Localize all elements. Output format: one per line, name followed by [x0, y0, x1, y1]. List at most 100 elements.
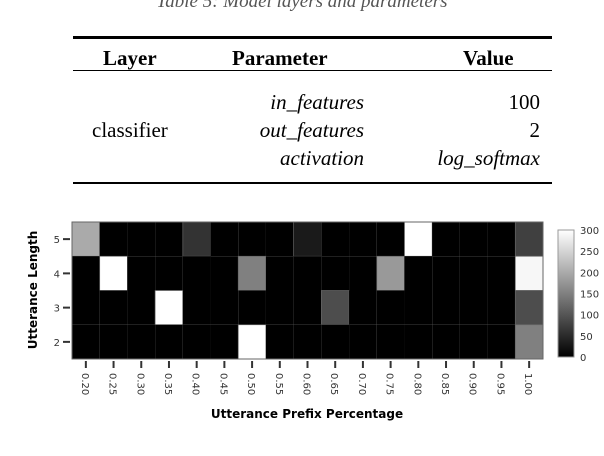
heatmap-cell — [404, 221, 433, 257]
heatmap-cell — [210, 324, 239, 359]
heatmap-cell — [293, 221, 322, 257]
cell-layer: classifier — [92, 118, 168, 142]
x-tick-label: 0.75 — [384, 373, 395, 395]
cell-value: 100 — [508, 90, 541, 114]
colorbar — [557, 229, 575, 358]
header-parameter: Parameter — [232, 46, 328, 70]
table-caption: Table 5: Model layers and parameters — [156, 0, 448, 12]
x-tick-label: 0.45 — [217, 373, 228, 395]
heatmap-cell — [182, 221, 211, 257]
heatmap-cell — [376, 222, 405, 257]
heatmap-cell — [459, 256, 488, 291]
heatmap-cell — [349, 290, 377, 325]
heatmap-cell — [71, 221, 101, 257]
colorbar-tick-label: 300 — [580, 226, 599, 237]
heatmap-cell — [265, 324, 294, 359]
y-tick-label: 4 — [54, 269, 60, 280]
heatmap-cell — [99, 255, 128, 291]
heatmap-frame — [71, 221, 544, 360]
heatmap-cell — [127, 222, 156, 257]
x-axis-label: Utterance Prefix Percentage — [211, 407, 403, 421]
heatmap-cell — [404, 256, 433, 291]
heatmap-cell — [237, 324, 267, 360]
heatmap-cell — [238, 290, 266, 325]
heatmap-cell — [376, 290, 405, 325]
heatmap-cell — [514, 290, 544, 326]
heatmap-cell — [127, 256, 156, 291]
heatmap-cell — [99, 324, 128, 359]
heatmap-cell — [127, 324, 156, 359]
x-tick-label: 0.55 — [273, 373, 284, 395]
heatmap-cell — [349, 222, 377, 257]
heatmap-cell — [349, 256, 377, 291]
x-tick-label: 0.30 — [134, 373, 145, 395]
x-tick-label: 0.35 — [162, 373, 173, 395]
header-value: Value — [463, 46, 514, 70]
heatmap-cell — [487, 222, 516, 257]
heatmap-cell — [321, 256, 350, 291]
heatmap-cell — [265, 222, 294, 257]
x-tick-label: 0.80 — [411, 373, 422, 395]
heatmap-cell — [321, 324, 350, 359]
heatmap-cell — [321, 290, 350, 326]
heatmap-cell — [459, 290, 488, 325]
y-tick-label: 3 — [54, 304, 60, 315]
heatmap-cell — [376, 255, 405, 291]
heatmap-cell — [514, 221, 544, 257]
heatmap-cell — [155, 324, 183, 359]
x-tick-label: 0.20 — [79, 373, 90, 395]
header-layer: Layer — [103, 46, 157, 70]
y-tick-label: 2 — [54, 338, 60, 349]
heatmap-cell — [404, 324, 433, 359]
heatmap-cell — [210, 290, 239, 325]
y-axis-label: Utterance Length — [26, 231, 40, 350]
heatmap-cell — [99, 290, 128, 325]
heatmap-cell — [376, 324, 405, 359]
cell-parameter: out_features — [259, 118, 364, 142]
x-tick-label: 0.95 — [494, 373, 505, 395]
colorbar-tick-label: 250 — [580, 247, 599, 258]
heatmap-cell — [99, 222, 128, 257]
heatmap-cell — [265, 256, 294, 291]
cell-value: log_softmax — [437, 146, 540, 170]
table-header-rule — [73, 70, 552, 71]
colorbar-tick-label: 150 — [580, 290, 599, 301]
heatmap-cell — [72, 256, 100, 291]
table-top-rule — [73, 36, 552, 39]
heatmap-cell — [514, 324, 544, 360]
y-tick-label: 5 — [54, 235, 60, 246]
heatmap-cell — [293, 324, 322, 359]
heatmap-cell — [182, 290, 211, 325]
heatmap-cell — [210, 256, 239, 291]
heatmap-cell — [487, 324, 516, 359]
colorbar-tick-label: 200 — [580, 268, 599, 279]
x-tick-label: 0.60 — [301, 373, 312, 395]
heatmap-cell — [432, 222, 460, 257]
heatmap-cell — [210, 222, 239, 257]
heatmap-cell — [237, 255, 267, 291]
heatmap-cell — [487, 256, 516, 291]
x-tick-label: 0.90 — [467, 373, 478, 395]
heatmap-cell — [432, 290, 460, 325]
heatmap-cell — [459, 222, 488, 257]
heatmap-cell — [432, 256, 460, 291]
heatmap-cell — [182, 324, 211, 359]
heatmap-cell — [182, 256, 211, 291]
x-tick-label: 0.85 — [439, 373, 450, 395]
heatmap-cell — [155, 222, 183, 257]
heatmap-cell — [72, 290, 100, 325]
heatmap-cell — [487, 290, 516, 325]
cell-parameter: activation — [280, 146, 364, 170]
heatmap-cell — [72, 324, 100, 359]
x-tick-label: 0.25 — [107, 373, 118, 395]
cell-value: 2 — [529, 118, 541, 142]
heatmap-cell — [321, 222, 350, 257]
heatmap-cell — [349, 324, 377, 359]
table-bottom-rule — [73, 182, 552, 184]
heatmap-cell — [265, 290, 294, 325]
heatmap-cell — [404, 290, 433, 325]
cell-parameter: in_features — [270, 90, 364, 114]
heatmap-cell — [154, 290, 184, 326]
heatmap-cell — [293, 290, 322, 325]
